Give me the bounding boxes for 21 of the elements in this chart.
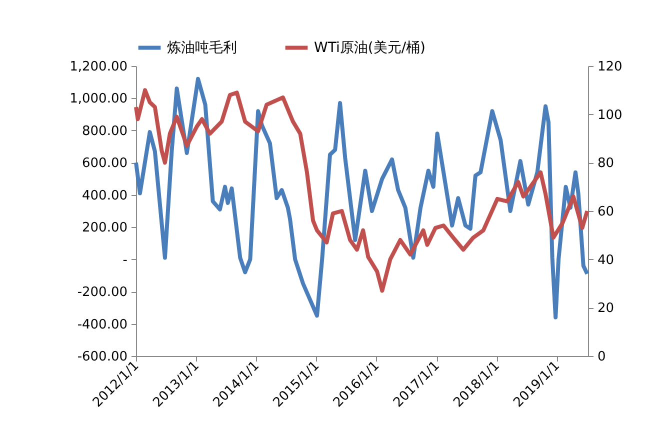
y-tick-label: 1,200.00 xyxy=(70,60,128,74)
y2-tick-label: 120 xyxy=(598,60,622,74)
y2-tick-label: 20 xyxy=(598,301,614,316)
y2-tick-label: 40 xyxy=(598,252,614,268)
y-tick-label: - xyxy=(122,252,128,268)
y-tick-label: 1,000.00 xyxy=(70,92,128,107)
legend-label: 炼油吨毛利 xyxy=(167,40,237,56)
y2-tick-label: 0 xyxy=(598,350,606,364)
y2-tick-label: 60 xyxy=(598,204,614,220)
y-tick-label: -600.00 xyxy=(77,350,128,364)
legend-label: WTi原油(美元/桶) xyxy=(314,40,426,56)
y2-tick-label: 80 xyxy=(598,156,614,172)
line-series xyxy=(134,88,590,293)
y-tick-label: 200.00 xyxy=(82,220,128,236)
y-tick-label: -200.00 xyxy=(77,285,128,300)
y2-tick-label: 100 xyxy=(598,108,622,123)
line-series xyxy=(134,76,590,320)
y-tick-label: 400.00 xyxy=(82,188,128,204)
y-tick-label: 800.00 xyxy=(82,124,128,139)
y-tick-label: -400.00 xyxy=(77,317,128,332)
y-tick-label: 600.00 xyxy=(82,156,128,172)
